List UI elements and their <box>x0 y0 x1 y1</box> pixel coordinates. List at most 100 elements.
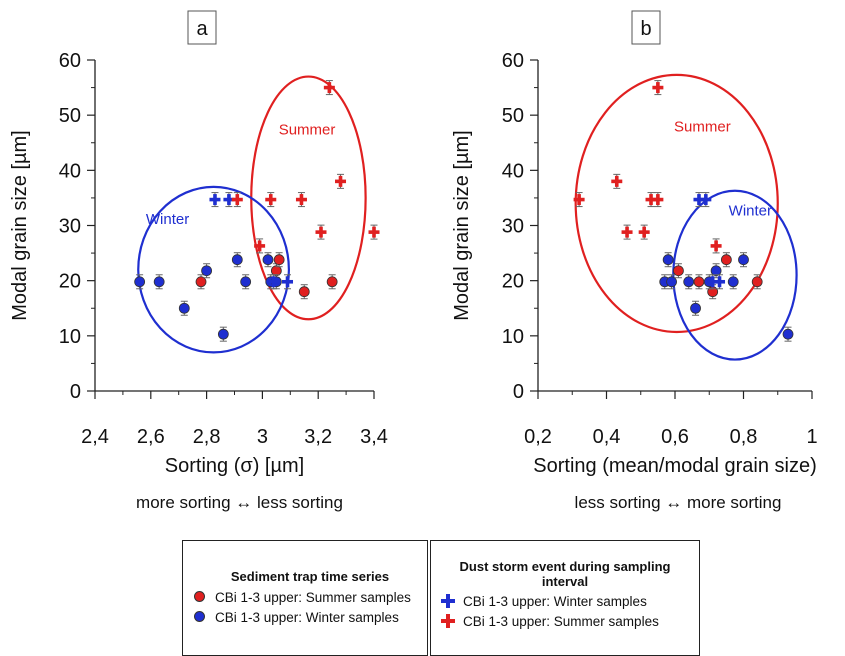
plus-marker-horizontal <box>621 230 633 234</box>
sorting-direction-label: more sorting ↔ less sorting <box>136 493 343 512</box>
x-tick-label: 1 <box>806 426 817 448</box>
data-point <box>710 238 722 254</box>
circle-marker <box>195 276 207 288</box>
circle-marker <box>782 328 794 340</box>
plus-marker-horizontal <box>693 197 705 202</box>
data-point <box>727 274 739 290</box>
x-axis-label: Sorting (mean/modal grain size) <box>533 455 816 477</box>
data-point <box>262 252 274 268</box>
plus-marker-horizontal <box>323 85 335 90</box>
x-tick-label: 2,4 <box>81 426 109 448</box>
plus-marker-horizontal <box>295 197 307 202</box>
data-point <box>326 274 338 290</box>
plus-marker-horizontal <box>652 197 664 202</box>
data-point <box>368 224 380 240</box>
legend-item-winter-plus: CBi 1-3 upper: Winter samples <box>441 591 699 611</box>
y-tick-label: 10 <box>502 326 524 348</box>
circle-marker <box>710 265 722 277</box>
y-tick-label: 20 <box>502 271 524 293</box>
blue-plus-icon <box>441 594 455 608</box>
x-tick-label: 3,2 <box>304 426 332 448</box>
blue-circle-icon <box>193 610 207 624</box>
plus-marker-horizontal <box>282 279 294 284</box>
circle-marker <box>240 276 252 288</box>
circle-marker <box>270 265 282 277</box>
legend-item-label: CBi 1-3 upper: Winter samples <box>215 609 399 625</box>
circle-marker <box>666 276 677 288</box>
plus-marker-horizontal <box>700 197 712 202</box>
legend-item-label: CBi 1-3 upper: Summer samples <box>215 589 411 605</box>
data-point <box>298 284 310 300</box>
plus-marker-horizontal <box>573 197 585 202</box>
data-point <box>323 80 335 96</box>
data-point <box>223 192 235 208</box>
winter-ellipse <box>137 185 291 354</box>
summer-ellipse-label: Summer <box>674 119 731 136</box>
x-tick-label: 0,2 <box>524 426 552 448</box>
plus-marker-horizontal <box>265 197 277 202</box>
y-tick-label: 0 <box>513 381 524 403</box>
data-point <box>295 192 307 208</box>
data-point <box>621 224 633 240</box>
data-point <box>738 252 749 268</box>
data-point <box>782 326 794 342</box>
x-tick-label: 2,6 <box>137 426 165 448</box>
plus-marker-horizontal <box>707 279 719 284</box>
plus-marker-horizontal <box>254 244 266 248</box>
circle-marker <box>326 276 338 288</box>
data-point <box>231 252 243 268</box>
legend-item-label: CBi 1-3 upper: Winter samples <box>463 593 647 609</box>
data-point <box>714 274 726 290</box>
legend-item-summer-plus: CBi 1-3 upper: Summer samples <box>441 611 699 631</box>
data-point <box>666 274 677 290</box>
y-axis-label: Modal grain size [µm] <box>451 130 473 320</box>
panel-label-box <box>187 10 217 45</box>
circle-marker <box>738 254 749 266</box>
data-point <box>573 192 585 208</box>
panel-label-box <box>631 10 661 45</box>
data-point <box>690 300 701 316</box>
y-tick-label: 50 <box>502 105 524 127</box>
data-point <box>134 274 146 290</box>
x-tick-label: 0,4 <box>593 426 621 448</box>
legend-item-summer-circle: CBi 1-3 upper: Summer samples <box>193 587 427 607</box>
panel-label: a <box>196 18 208 40</box>
x-tick-label: 0,6 <box>661 426 689 448</box>
data-point <box>710 263 722 279</box>
data-point <box>195 274 207 290</box>
circle-marker <box>720 254 732 266</box>
circle-marker <box>178 302 190 314</box>
plus-marker-horizontal <box>638 230 650 234</box>
circle-marker <box>690 302 701 314</box>
data-point <box>707 274 719 290</box>
data-point <box>673 263 684 279</box>
plus-marker-horizontal <box>645 197 657 202</box>
legend-title-sediment-trap: Sediment trap time series <box>230 569 390 584</box>
x-tick-label: 2,8 <box>193 426 221 448</box>
y-tick-label: 50 <box>59 105 81 127</box>
y-tick-label: 30 <box>59 216 81 238</box>
summer-ellipse <box>574 73 779 334</box>
plus-marker-horizontal <box>231 197 243 202</box>
y-tick-label: 60 <box>502 50 524 72</box>
circle-marker <box>673 265 684 277</box>
data-point <box>335 173 347 189</box>
plus-marker-horizontal <box>714 279 726 284</box>
red-plus-icon <box>441 614 455 628</box>
data-point <box>693 192 705 208</box>
circle-marker <box>751 276 763 288</box>
plus-marker-horizontal <box>223 197 235 202</box>
data-point <box>693 274 705 290</box>
plus-marker-horizontal <box>368 230 380 234</box>
y-tick-label: 40 <box>502 160 524 182</box>
data-point <box>217 326 229 342</box>
circle-marker <box>153 276 165 288</box>
legend-item-winter-circle: CBi 1-3 upper: Winter samples <box>193 607 427 627</box>
x-tick-label: 3,4 <box>360 426 388 448</box>
circle-marker <box>134 276 146 288</box>
y-tick-label: 60 <box>59 50 81 72</box>
x-tick-label: 0,8 <box>730 426 758 448</box>
legend-sediment-trap: Sediment trap time series CBi 1-3 upper:… <box>182 540 428 656</box>
x-tick-label: 3 <box>257 426 268 448</box>
